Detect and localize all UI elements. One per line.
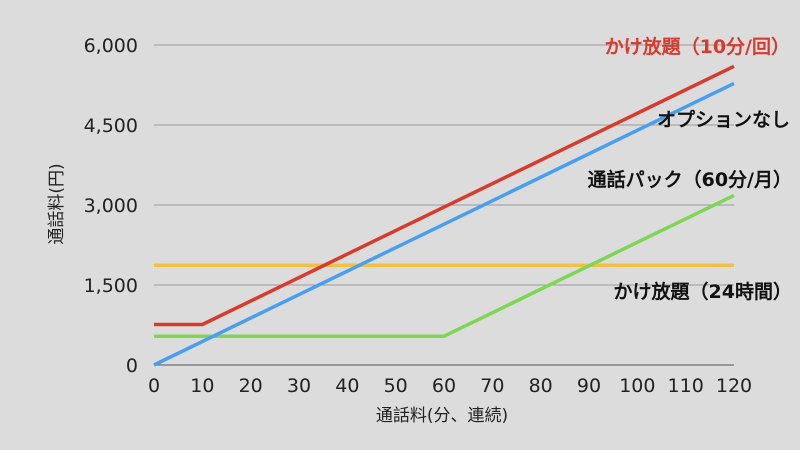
x-tick-label: 40 [335, 375, 359, 397]
y-tick-label: 1,500 [84, 275, 138, 297]
x-tick-label: 30 [287, 375, 311, 397]
x-tick-label: 110 [668, 375, 704, 397]
series-line-1 [153, 81, 735, 367]
x-tick-label: 50 [384, 375, 408, 397]
x-tick-label: 120 [716, 375, 752, 397]
series-label-0: かけ放題（10分/回） [605, 35, 790, 58]
y-tick-label: 0 [126, 355, 138, 377]
series-line-0 [154, 64, 735, 327]
x-axis: 0 10 20 30 40 50 60 70 80 90 100 110 120 [148, 375, 752, 397]
x-tick-label: 90 [577, 375, 601, 397]
x-tick-label: 10 [190, 375, 214, 397]
series-label-1: オプションなし [657, 108, 790, 131]
series-lines [153, 64, 735, 367]
x-axis-title: 通話料(分、連続) [376, 406, 508, 426]
x-tick-label: 80 [529, 375, 553, 397]
series-label-2: 通話パック（60分/月） [588, 168, 792, 191]
y-tick-label: 6,000 [84, 35, 138, 57]
y-tick-label: 4,500 [84, 115, 138, 137]
y-axis-title: 通話料(円) [47, 163, 67, 244]
gridlines [154, 44, 734, 366]
y-axis: 0 1,500 3,000 4,500 6,000 [84, 35, 138, 377]
x-tick-label: 70 [480, 375, 504, 397]
series-line-2 [154, 193, 735, 338]
x-tick-label: 100 [619, 375, 655, 397]
series-label-3: かけ放題（24時間） [614, 280, 792, 303]
x-tick-label: 0 [148, 375, 160, 397]
x-tick-label: 60 [432, 375, 456, 397]
y-tick-label: 3,000 [84, 195, 138, 217]
x-tick-label: 20 [239, 375, 263, 397]
